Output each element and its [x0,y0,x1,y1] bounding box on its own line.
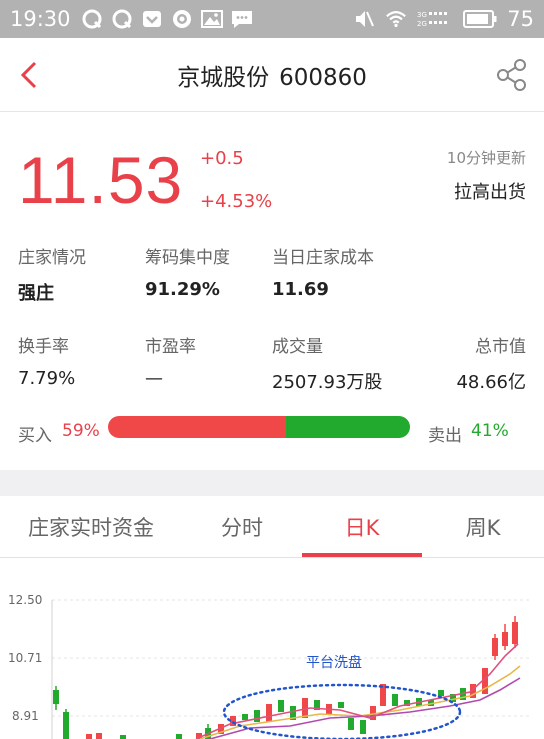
notification-icons [81,8,253,30]
battery-icon [463,8,497,30]
candle [380,684,386,706]
candle [230,716,236,726]
market-cap-label: 总市值 [475,337,526,357]
candle [338,702,344,708]
battery-level: 75 [507,7,534,31]
back-button[interactable] [14,58,44,92]
status-bar: 19:30 3G 2G 75 [0,0,544,38]
image-icon [200,8,223,30]
candle [63,712,69,739]
price-change: +0.5 [200,148,244,169]
buy-ratio-fill [108,416,287,438]
candle [370,706,376,720]
candle [254,710,260,722]
candle [266,704,272,722]
candle [120,735,126,739]
dealer-cost-label: 当日庄家成本 [272,248,374,268]
y-tick-label: 12.50 [8,593,42,607]
sell-percent: 41% [471,421,509,441]
candle [290,706,296,720]
pocket-icon [141,8,163,30]
qq-icon [81,8,103,30]
candle [278,700,284,712]
candle [470,684,476,698]
page-title: 京城股份 600860 [0,58,544,92]
status-right: 3G 2G 75 [353,0,534,38]
market-cap-value: 48.66亿 [456,372,526,393]
ma5-line [195,643,519,739]
chart-tabs: 庄家实时资金 分时 日K 周K [0,496,544,558]
pe-ratio-label: 市盈率 [145,337,196,357]
stock-name: 京城股份 [177,65,270,91]
candle [392,694,398,706]
dealer-cost-value: 11.69 [272,279,329,300]
turnover-rate-value: 7.79% [18,368,76,389]
share-button[interactable] [496,58,528,92]
candlesticks [53,616,518,739]
target-icon [171,8,193,30]
pe-ratio-value: — [145,368,163,389]
candle [302,698,308,718]
consolidation-ellipse [222,683,462,739]
ma10-line [199,665,521,739]
ma20-line [209,677,521,739]
volume-label: 成交量 [272,337,323,357]
svg-text:2G: 2G [417,20,427,28]
section-divider [0,470,544,496]
share-icon [497,59,526,91]
buy-sell-ratio-bar [108,416,410,438]
mute-icon [353,8,375,30]
candle [242,714,248,720]
signal-3g-4g-icon: 3G 2G [417,8,453,30]
back-arrow-icon [20,61,37,89]
dealer-status-value: 强庄 [18,283,54,304]
market-signal: 拉高出货 [454,182,526,203]
price-change-percent: +4.53% [200,191,273,212]
candle [438,690,444,696]
sell-ratio-fill [286,416,410,438]
tab-dealer-funds[interactable]: 庄家实时资金 [28,515,154,540]
stock-code: 600860 [279,65,367,91]
tab-intraday[interactable]: 分时 [221,515,263,540]
volume-value: 2507.93万股 [272,372,383,393]
chip-concentration-label: 筹码集中度 [145,248,230,268]
candle [314,700,320,710]
tab-weekly-k[interactable]: 周K [465,515,501,540]
y-tick-label: 10.71 [8,651,42,665]
qq-icon [111,8,133,30]
candle [86,734,92,739]
candle [512,622,518,644]
svg-text:3G: 3G [417,11,427,19]
chart-annotation: 平台洗盘 [306,654,362,671]
turnover-rate-label: 换手率 [18,337,69,357]
buy-label: 买入 [18,426,52,446]
status-time: 19:30 [10,7,71,31]
update-frequency: 10分钟更新 [446,149,526,167]
candle [348,718,354,730]
candle [404,700,410,706]
candle [218,724,224,734]
candle [196,733,202,739]
candle [96,733,102,739]
sell-label: 卖出 [428,426,462,446]
candle [53,690,59,704]
candle [482,668,488,694]
y-tick-label: 8.91 [12,709,39,723]
daily-k-chart: 12.50 10.71 8.91 [8,593,530,739]
wifi-icon [385,8,407,30]
message-icon [231,8,253,30]
buy-percent: 59% [62,421,100,441]
candle [176,734,182,739]
dealer-status-label: 庄家情况 [18,248,86,268]
current-price: 11.53 [18,143,184,217]
candle [450,694,456,702]
tab-daily-k[interactable]: 日K [302,496,422,557]
candle [492,638,498,656]
candle [502,632,508,646]
chip-concentration-value: 91.29% [145,279,220,300]
app-header: 京城股份 600860 [0,38,544,112]
candle [360,720,366,734]
